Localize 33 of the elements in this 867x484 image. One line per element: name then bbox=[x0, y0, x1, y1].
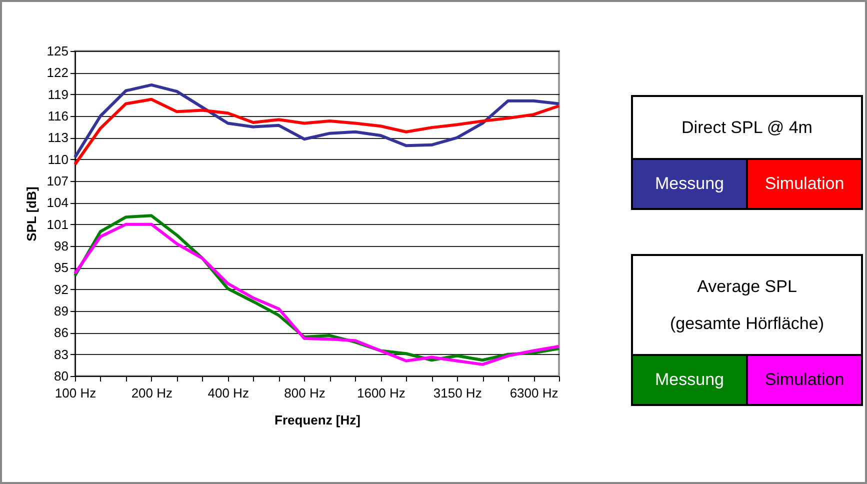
text: Simulation bbox=[746, 160, 861, 208]
y-tick-label: 107 bbox=[46, 174, 68, 188]
y-tick-label: 86 bbox=[54, 325, 68, 340]
y-tick-label: 122 bbox=[46, 65, 68, 80]
y-tick-label: 83 bbox=[54, 346, 68, 362]
y-tick-label: 101 bbox=[46, 216, 68, 232]
y-tick-label: 119 bbox=[48, 86, 68, 102]
x-tick-label: 400 Hz bbox=[208, 386, 249, 400]
x-tick-label: 3150 Hz bbox=[433, 386, 482, 400]
y-tick-label: 92 bbox=[54, 282, 68, 297]
y-tick-label: 110 bbox=[48, 152, 68, 167]
text: Direct SPL @ 4m bbox=[680, 117, 814, 139]
y-tick-label: 116 bbox=[48, 108, 68, 124]
text: Simulation bbox=[746, 356, 861, 404]
x-tick-label: 800 Hz bbox=[284, 386, 326, 400]
x-tick-label: 6300 Hz bbox=[510, 386, 558, 400]
x-axis-title: Frequenz [Hz] bbox=[274, 412, 360, 428]
x-tick-label: 1600 Hz bbox=[356, 386, 406, 400]
y-tick-label: 113 bbox=[48, 130, 68, 146]
x-tick-label: 200 Hz bbox=[131, 386, 173, 400]
y-tick-label: 95 bbox=[54, 260, 68, 276]
y-axis-title: SPL [dB] bbox=[24, 186, 39, 242]
y-tick-label: 98 bbox=[54, 238, 68, 254]
x-tick-label: 100 Hz bbox=[54, 386, 96, 400]
text: Messung bbox=[633, 160, 746, 208]
y-tick-label: 80 bbox=[54, 368, 68, 384]
y-tick-label: 89 bbox=[54, 304, 68, 318]
line-series bbox=[74, 98, 560, 166]
text: Messung bbox=[633, 356, 746, 404]
y-tick-label: 104 bbox=[46, 195, 68, 210]
text: Average SPL (gesamte Hörfläche) bbox=[668, 276, 825, 335]
y-tick-label: 125 bbox=[46, 44, 68, 58]
line-series bbox=[74, 83, 560, 159]
